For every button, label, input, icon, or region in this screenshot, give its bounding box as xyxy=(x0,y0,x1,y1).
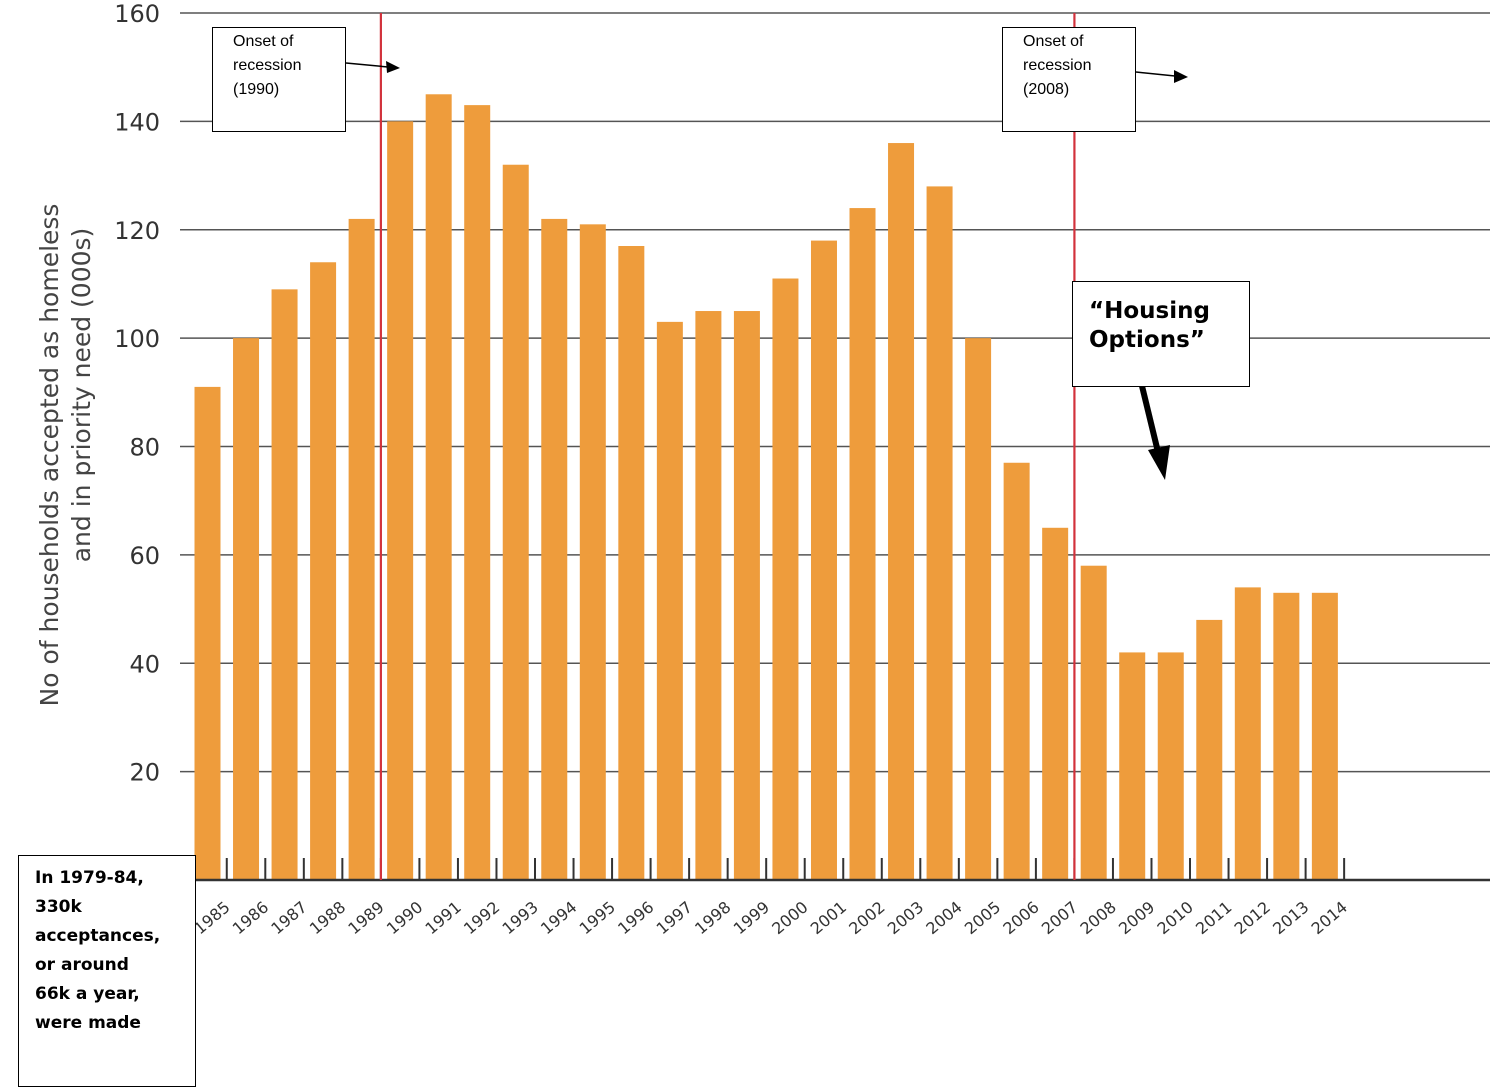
bar-2004 xyxy=(926,186,953,880)
bar-2002 xyxy=(849,208,876,880)
bar-1998 xyxy=(695,311,722,880)
bar-2006 xyxy=(1003,462,1030,880)
recession-lines xyxy=(379,13,1076,880)
x-tick-label: 2008 xyxy=(1076,897,1119,938)
y-axis-label-line-1: No of households accepted as homeless xyxy=(35,204,64,707)
note-line-6: were made xyxy=(35,1013,141,1033)
x-tick-label: 1990 xyxy=(383,897,426,938)
arrow-recession-2008 xyxy=(1135,70,1188,83)
bar-2007 xyxy=(1042,527,1069,880)
callout-2008-line-3: (2008) xyxy=(1023,81,1070,98)
bar-1986 xyxy=(233,338,260,880)
y-tick-labels: 020406080100120140160 xyxy=(114,0,160,895)
bars xyxy=(194,94,1338,881)
x-tick-label: 1995 xyxy=(576,897,619,938)
x-tick-label: 1998 xyxy=(691,897,734,938)
bar-2014 xyxy=(1311,592,1338,880)
note-line-3: acceptances, xyxy=(35,926,161,946)
bar-1997 xyxy=(656,321,683,880)
x-tick-label: 2014 xyxy=(1308,897,1351,938)
callout-housing-line-1: “Housing xyxy=(1089,298,1210,324)
x-tick-label: 2009 xyxy=(1115,897,1158,938)
bar-1992 xyxy=(464,105,491,880)
x-tick-label: 2013 xyxy=(1269,897,1312,938)
arrow-recession-1990 xyxy=(345,61,400,73)
x-tick-label: 1988 xyxy=(306,897,349,938)
callout-housing-line-2: Options” xyxy=(1089,327,1205,353)
x-tick-label: 2007 xyxy=(1038,897,1081,938)
x-tick-label: 2002 xyxy=(845,897,888,938)
note-line-4: or around xyxy=(35,955,129,975)
bar-2010 xyxy=(1157,652,1184,880)
bar-2012 xyxy=(1234,587,1261,880)
x-tick-label: 2011 xyxy=(1192,897,1235,938)
x-tick-label: 2006 xyxy=(999,897,1042,938)
bar-1991 xyxy=(425,94,452,880)
x-tick-label: 1986 xyxy=(229,897,272,938)
y-axis-label: No of households accepted as homeless an… xyxy=(35,204,96,707)
bar-1999 xyxy=(733,311,760,880)
bar-2000 xyxy=(772,278,799,880)
x-tick-label: 1993 xyxy=(499,897,542,938)
bar-2005 xyxy=(965,338,992,880)
bar-1993 xyxy=(502,164,529,881)
x-tick-label: 2000 xyxy=(768,897,811,938)
x-tick-label: 2004 xyxy=(922,897,965,938)
note-line-2: 330k xyxy=(35,897,82,917)
bar-2011 xyxy=(1196,619,1223,880)
y-tick-label: 20 xyxy=(129,759,160,787)
arrow-housing-options xyxy=(1139,385,1170,480)
x-tick-label: 1989 xyxy=(344,897,387,938)
note-line-1: In 1979-84, xyxy=(35,868,144,888)
y-tick-label: 120 xyxy=(114,217,160,245)
x-tick-label: 1999 xyxy=(730,897,773,938)
bar-2008 xyxy=(1080,565,1107,880)
bar-1985 xyxy=(194,386,221,880)
y-tick-label: 40 xyxy=(129,650,160,678)
x-tick-label: 1991 xyxy=(421,897,464,938)
callout-recession-1990: Onset of recession (1990) xyxy=(212,27,346,132)
y-tick-label: 80 xyxy=(129,434,160,462)
y-tick-label: 100 xyxy=(114,325,160,353)
callout-2008-line-2: recession xyxy=(1023,57,1092,74)
callout-1990-line-2: recession xyxy=(233,57,302,74)
bar-1996 xyxy=(618,246,645,881)
y-axis-label-line-2: and in priority need (000s) xyxy=(67,228,96,563)
callout-2008-line-1: Onset of xyxy=(1023,33,1084,50)
bar-2013 xyxy=(1273,592,1300,880)
x-tick-label: 1992 xyxy=(460,897,503,938)
y-tick-label: 140 xyxy=(114,108,160,136)
callout-1990-line-3: (1990) xyxy=(233,81,280,98)
bar-1989 xyxy=(348,218,375,881)
bar-1990 xyxy=(387,121,414,880)
x-tick-label: 2001 xyxy=(807,897,850,938)
y-tick-label: 160 xyxy=(114,0,160,28)
x-tick-label: 1994 xyxy=(537,897,580,938)
callout-recession-2008: Onset of recession (2008) xyxy=(1002,27,1136,132)
bar-2009 xyxy=(1119,652,1146,880)
bar-1988 xyxy=(310,262,337,880)
bar-2003 xyxy=(888,143,915,881)
note-line-5: 66k a year, xyxy=(35,984,140,1004)
x-tick-label: 2003 xyxy=(884,897,927,938)
callout-note-1979-84: In 1979-84, 330k acceptances, or around … xyxy=(18,855,196,1087)
bar-1994 xyxy=(541,218,568,881)
x-tick-label: 1985 xyxy=(190,897,233,938)
bar-1995 xyxy=(579,224,606,881)
x-tick-labels: 1985198619871988198919901991199219931994… xyxy=(190,897,1351,938)
bar-2001 xyxy=(810,240,837,880)
callout-1990-line-1: Onset of xyxy=(233,33,294,50)
bar-1987 xyxy=(271,289,298,880)
x-tick-label: 2012 xyxy=(1231,897,1274,938)
x-tick-label: 2005 xyxy=(961,897,1004,938)
y-tick-label: 60 xyxy=(129,542,160,570)
x-tick-label: 1987 xyxy=(267,897,310,938)
x-tick-label: 2010 xyxy=(1154,897,1197,938)
x-tick-label: 1997 xyxy=(653,897,696,938)
x-tick-label: 1996 xyxy=(614,897,657,938)
callout-housing-options: “Housing Options” xyxy=(1072,281,1250,387)
